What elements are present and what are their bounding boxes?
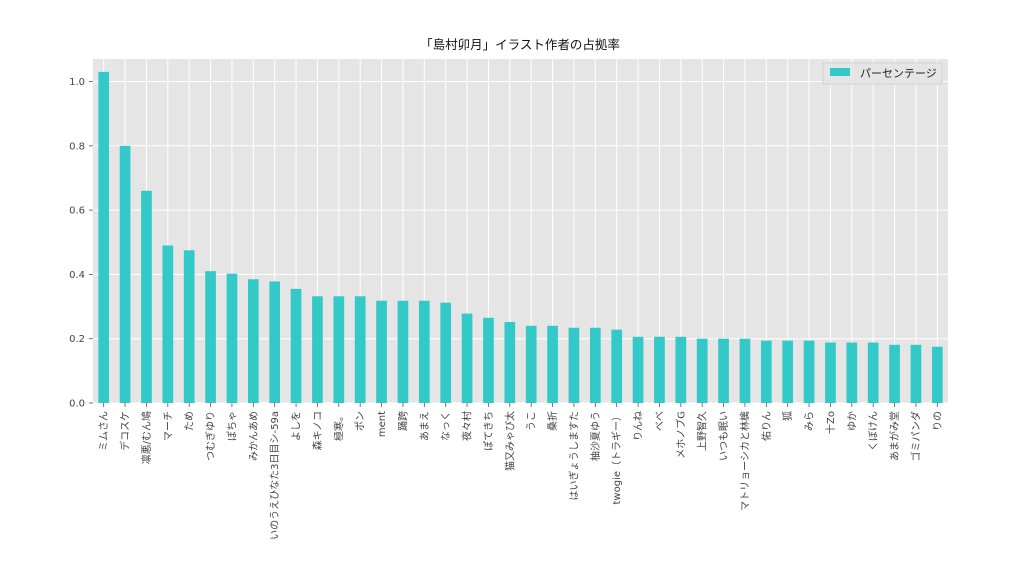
y-tick-label: 0.2 [69,334,85,345]
y-tick-label: 0.4 [69,270,85,281]
bar [397,300,409,403]
x-tick-label: みかんあめ [248,411,260,461]
x-tick-label: メホノブG [674,411,687,459]
x-tick-label: べべ [655,411,666,431]
x-tick-label: うこ [526,411,538,431]
x-tick-label: 桑折 [546,411,559,431]
bar [867,342,879,403]
bar [525,325,537,403]
x-tick-label: ment [377,411,388,437]
x-tick-label: あまがみ堂 [888,411,901,461]
bar [589,327,601,403]
x-tick-label: 踊跨 [397,411,409,431]
bar [440,302,452,403]
legend-swatch [830,68,850,76]
bar [376,300,387,403]
bar [205,271,216,403]
bar [290,288,302,403]
bar [162,245,174,403]
x-tick-label: ため [184,411,196,431]
y-axis-ticks: 0.0 0.2 0.4 0.6 0.8 1.0 [69,77,93,410]
bar [846,342,858,403]
bar [461,313,473,403]
x-tick-label: くぼけん [868,411,880,451]
legend-box [822,62,943,85]
bar [354,296,366,403]
x-tick-label: マトリョーシカと林檎 [738,411,751,511]
x-tick-label: 狐 [781,411,794,421]
x-tick-label: 森キノコ [311,411,324,450]
x-tick-label: ぽちゃ [226,411,238,441]
y-tick-label: 0.6 [69,206,85,217]
bar [312,296,323,403]
bar [632,336,644,403]
bar [910,344,922,403]
bar [119,145,131,403]
bar [718,338,729,403]
x-tick-label: いのうえひなた3日目シ-59a [269,411,281,540]
y-tick-label: 0.0 [69,399,85,410]
bar [418,300,430,403]
bar [825,342,836,403]
x-tick-label: デコスケ [119,411,132,451]
bar [98,71,110,404]
x-tick-label: 猫又みゃぴ太 [503,411,516,471]
x-tick-label: みら [804,411,816,431]
x-tick-label: twogie（トラギー） [611,411,623,505]
x-tick-label: いつも眠い [718,411,730,461]
x-tick-label: 十Zo [824,411,837,434]
x-tick-label: ゴミパンダ [909,411,922,462]
bar [889,344,900,403]
x-tick-label: ミムさん [98,411,110,451]
bar [269,281,281,403]
plot-area-background [93,59,948,403]
bar [247,279,259,403]
bar [782,340,794,403]
x-tick-label: 柚沙夏ゆう [589,411,602,461]
legend-label: パーセンテージ [860,67,937,80]
bar [141,190,152,403]
x-tick-label: 凛悪/むん鳩 [140,411,153,464]
x-tick-label: あまえ [419,411,431,441]
bars [98,71,943,404]
bar [483,317,494,403]
x-tick-label: ポン [355,411,367,431]
bar [183,250,195,403]
x-tick-label: 佑りん [760,411,773,441]
bar [739,338,751,403]
y-tick-label: 1.0 [69,77,85,88]
chart-title: 「島村卯月」イラスト作者の占拠率 [420,37,620,52]
x-tick-label: はいぎょうしますた [567,411,580,501]
x-tick-label: ゆか [846,411,858,431]
bar [333,296,345,403]
bar [547,325,558,403]
bar [226,273,238,403]
x-tick-label: 極寒。 [332,411,345,441]
x-tick-label: 夜々村 [461,411,474,441]
x-tick-label: 上野智久 [696,411,709,451]
x-tick-label: マーチ [162,411,174,441]
bar [696,338,708,403]
bar [504,321,516,403]
bar [675,336,687,403]
bar [568,327,580,403]
bar [611,329,623,403]
x-axis-ticks: ミムさん デコスケ 凛悪/むん鳩 マーチ ため つむぎゆり ぽちゃ みかんあめ いのうえひなた3… [98,403,944,540]
x-tick-label: りんね [633,411,645,441]
x-tick-label: ぽてきち [483,411,495,451]
legend: パーセンテージ [822,62,943,85]
bar [931,346,943,403]
bar [760,340,772,403]
x-tick-label: よしを [291,411,303,441]
x-tick-label: つむぎゆり [204,411,217,461]
x-tick-label: なっく [440,411,452,441]
y-tick-label: 0.8 [69,141,85,152]
bar [803,340,815,403]
x-tick-label: りの [932,411,944,431]
bar [654,336,665,403]
